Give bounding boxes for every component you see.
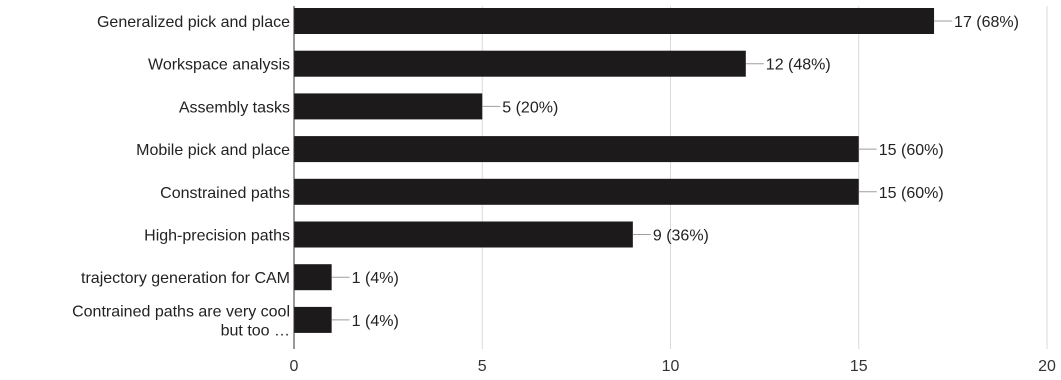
bar-7 bbox=[294, 306, 332, 333]
bar-1 bbox=[294, 50, 746, 77]
bar-3 bbox=[294, 136, 859, 163]
category-label-4: Constrained paths bbox=[160, 185, 290, 202]
x-tick-label-0: 0 bbox=[290, 358, 299, 375]
category-label-3: Mobile pick and place bbox=[136, 142, 290, 159]
category-label-7-line-1: but too … bbox=[221, 322, 290, 339]
category-label-5: High-precision paths bbox=[144, 228, 290, 245]
category-label-1: Workspace analysis bbox=[148, 57, 290, 74]
x-tick-label-2: 10 bbox=[662, 358, 680, 375]
category-label-6: trajectory generation for CAM bbox=[81, 270, 290, 287]
data-label-2: 5 (20%) bbox=[502, 99, 558, 116]
bar-2 bbox=[294, 93, 483, 120]
category-label-2: Assembly tasks bbox=[179, 99, 290, 116]
data-label-3: 15 (60%) bbox=[879, 142, 944, 159]
bar-5 bbox=[294, 221, 633, 248]
x-tick-label-4: 20 bbox=[1038, 358, 1056, 375]
x-tick-label-3: 15 bbox=[850, 358, 868, 375]
x-tick-label-1: 5 bbox=[478, 358, 487, 375]
data-label-6: 1 (4%) bbox=[352, 270, 399, 287]
category-label-7-line-0: Contrained paths are very cool bbox=[72, 303, 290, 320]
data-label-4: 15 (60%) bbox=[879, 185, 944, 202]
data-label-1: 12 (48%) bbox=[766, 57, 831, 74]
data-label-7: 1 (4%) bbox=[352, 313, 399, 330]
bar-6 bbox=[294, 264, 332, 291]
category-label-0: Generalized pick and place bbox=[97, 14, 290, 31]
data-label-0: 17 (68%) bbox=[954, 14, 1019, 31]
data-label-5: 9 (36%) bbox=[653, 228, 709, 245]
bar-4 bbox=[294, 178, 859, 205]
bar-0 bbox=[294, 8, 935, 34]
